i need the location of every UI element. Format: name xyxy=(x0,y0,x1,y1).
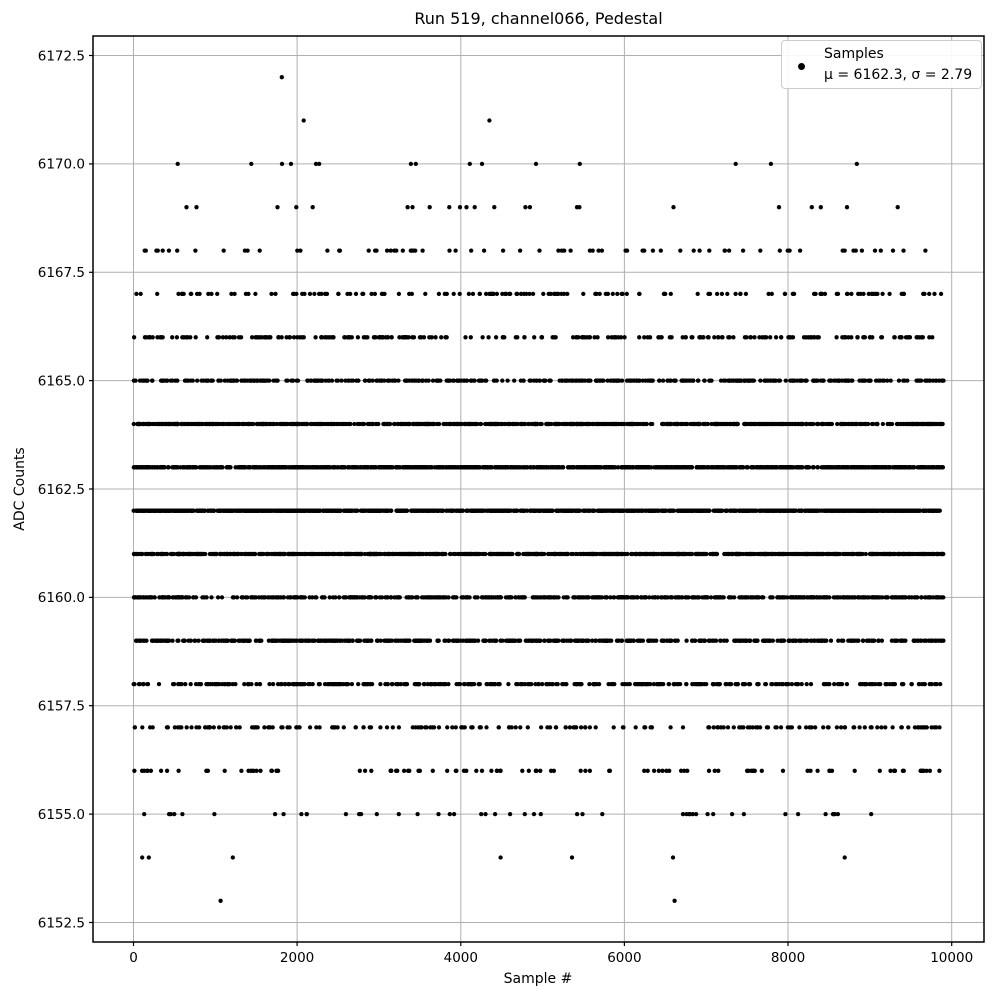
scatter-points xyxy=(131,75,946,903)
legend-marker-dot xyxy=(798,63,805,70)
legend-series-label: Samples xyxy=(824,46,884,62)
legend-stats-label: μ = 6162.3, σ = 2.79 xyxy=(824,67,973,83)
legend: Samples μ = 6162.3, σ = 2.79 xyxy=(781,40,982,89)
y-tick-label: 6170.0 xyxy=(38,157,85,173)
y-tick-label: 6162.5 xyxy=(38,482,85,498)
y-tick-label: 6155.0 xyxy=(38,807,85,823)
y-tick-label: 6172.5 xyxy=(38,48,85,64)
y-tick-label: 6165.0 xyxy=(38,373,85,389)
x-tick-label: 8000 xyxy=(771,950,805,966)
x-tick-label: 0 xyxy=(129,950,138,966)
x-tick-label: 6000 xyxy=(607,950,641,966)
chart-title: Run 519, channel066, Pedestal xyxy=(414,9,663,28)
axis-ticks: 0 2000 4000 6000 8000 10000 6152.5 6155.0 6157.5… xyxy=(38,48,973,966)
y-tick-label: 6160.0 xyxy=(38,590,85,606)
y-tick-label: 6167.5 xyxy=(38,265,85,281)
legend-text: Samples μ = 6162.3, σ = 2.79 xyxy=(824,44,972,86)
x-tick-label: 10000 xyxy=(930,950,973,966)
gridlines xyxy=(93,36,984,942)
y-tick-label: 6152.5 xyxy=(38,915,85,931)
x-tick-label: 4000 xyxy=(444,950,478,966)
x-axis-label: Sample # xyxy=(503,971,573,987)
x-tick-label: 2000 xyxy=(280,950,314,966)
y-tick-label: 6157.5 xyxy=(38,699,85,715)
y-axis-label: ADC Counts xyxy=(12,447,28,531)
